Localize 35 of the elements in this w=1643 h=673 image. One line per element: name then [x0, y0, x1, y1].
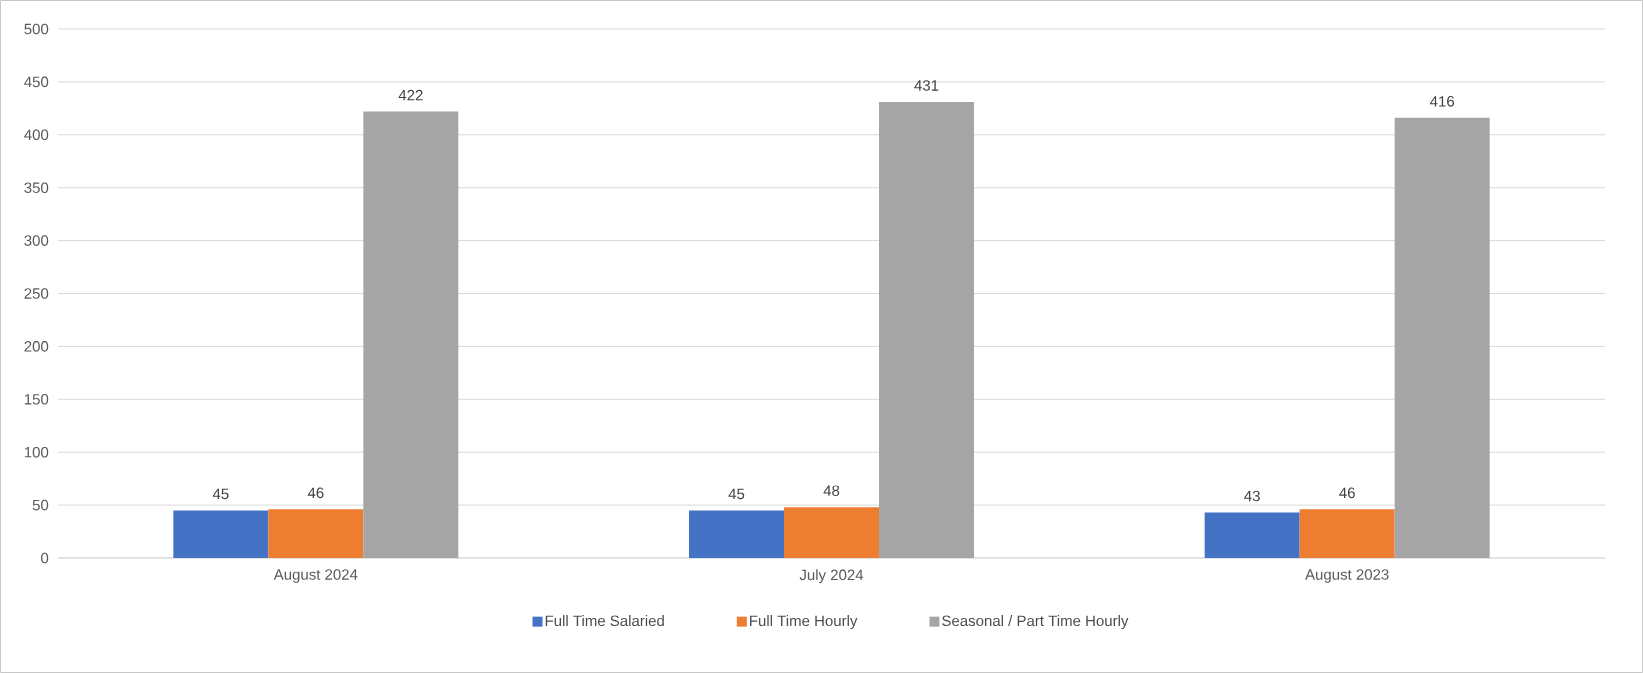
y-tick-label: 350 [24, 182, 49, 193]
legend-label: Seasonal / Part Time Hourly [942, 615, 1129, 630]
y-tick-label: 150 [24, 393, 49, 405]
bar [689, 510, 784, 558]
data-label: 45 [212, 488, 229, 500]
data-label: 48 [823, 485, 840, 497]
bar [363, 111, 459, 558]
y-tick-label: 400 [24, 129, 49, 141]
data-label: 422 [398, 89, 423, 101]
x-tick-label: August 2023 [1305, 569, 1389, 583]
bar [1394, 117, 1490, 558]
bar [784, 507, 879, 558]
data-label: 46 [307, 487, 324, 499]
bar [1299, 509, 1395, 558]
data-label: 416 [1430, 96, 1455, 107]
data-label: 431 [914, 80, 939, 91]
x-tick-label: July 2024 [799, 569, 864, 584]
y-tick-label: 200 [24, 341, 49, 352]
y-tick-label: 0 [41, 552, 49, 564]
data-label: 45 [728, 488, 745, 500]
y-tick-label: 250 [24, 288, 49, 299]
bar [173, 510, 269, 558]
y-tick-label: 50 [32, 499, 49, 511]
bar [268, 509, 364, 558]
data-label: 46 [1339, 487, 1355, 499]
y-tick-label: 450 [24, 76, 49, 88]
bar [1204, 512, 1300, 558]
y-tick-label: 300 [24, 235, 49, 246]
bar [879, 102, 974, 558]
data-label: 43 [1244, 490, 1260, 502]
y-tick-label: 500 [24, 23, 49, 35]
y-tick-label: 100 [24, 446, 49, 458]
x-tick-label: August 2024 [273, 569, 358, 583]
legend-label: Full Time Hourly [750, 615, 858, 630]
legend-label: Full Time Salaried [545, 615, 664, 627]
